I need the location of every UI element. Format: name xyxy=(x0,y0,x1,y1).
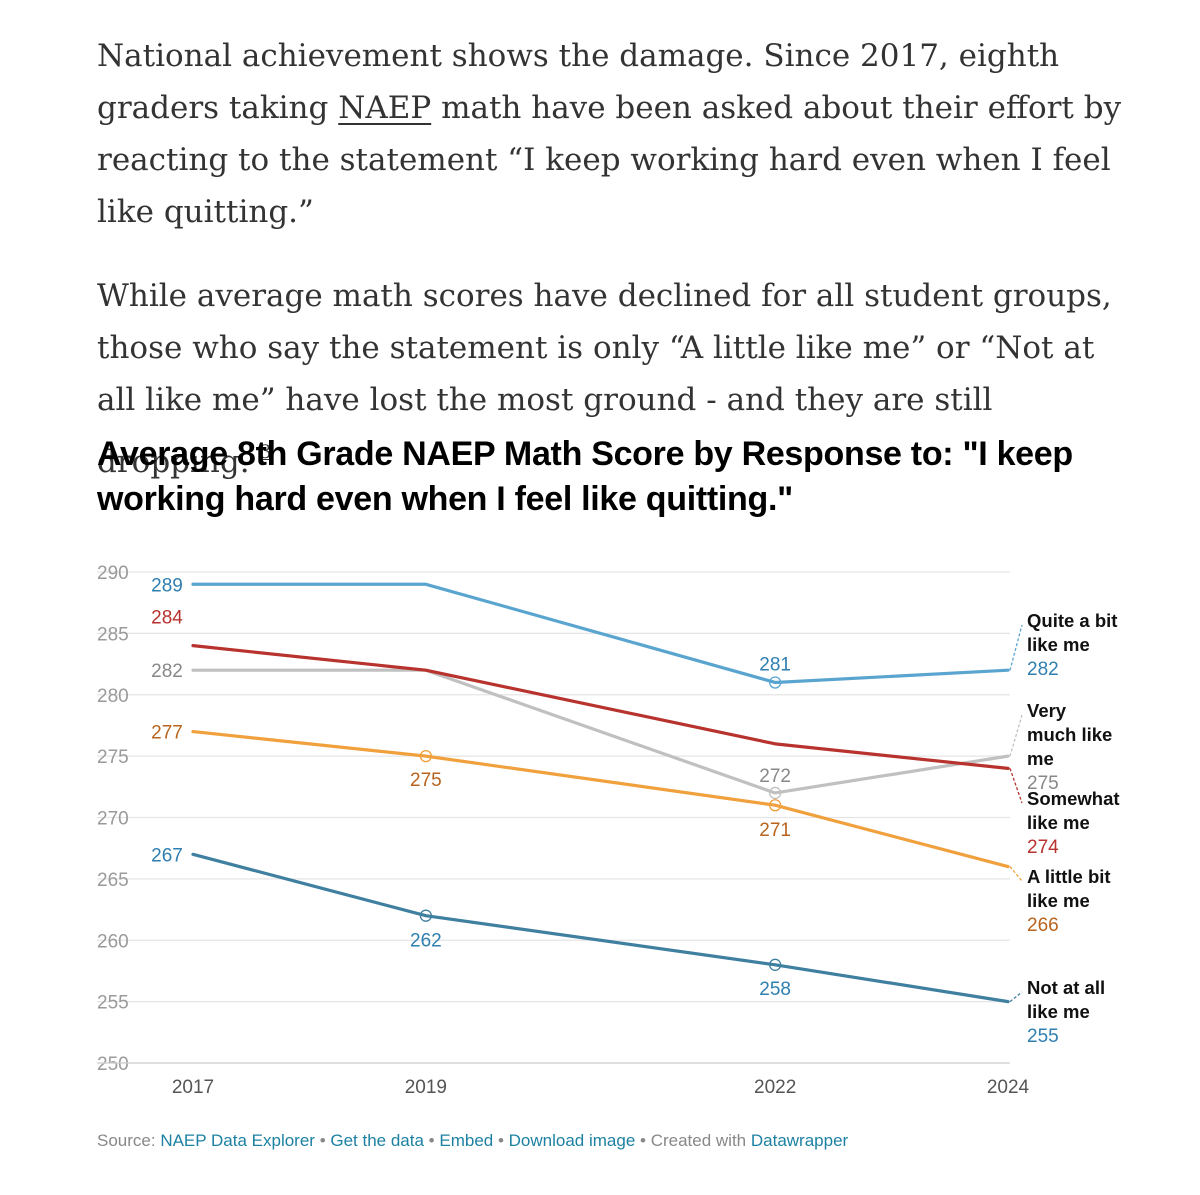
series-name-label: much like xyxy=(1027,724,1112,745)
label-leader-line xyxy=(1009,768,1023,804)
x-tick-label: 2024 xyxy=(987,1077,1030,1098)
series-name-label: Quite a bit xyxy=(1027,610,1117,631)
series-name-label: A little bit xyxy=(1027,866,1111,887)
series-end-value: 282 xyxy=(1027,659,1059,680)
source-link[interactable]: NAEP Data Explorer xyxy=(160,1131,315,1150)
x-tick-label: 2017 xyxy=(172,1077,214,1098)
data-label: 272 xyxy=(759,766,791,787)
series-name-label: like me xyxy=(1027,890,1090,911)
chart-footer: Source: NAEP Data Explorer • Get the dat… xyxy=(97,1131,848,1151)
y-tick-label: 275 xyxy=(97,747,129,768)
series-line-a-little xyxy=(191,729,1010,869)
label-leader-line xyxy=(1009,624,1023,671)
separator: • xyxy=(635,1131,651,1150)
y-tick-label: 290 xyxy=(97,563,129,584)
series-name-label: like me xyxy=(1027,812,1090,833)
series-name-label: like me xyxy=(1027,1001,1090,1022)
series-end-value: 274 xyxy=(1027,837,1059,858)
paragraph-1: National achievement shows the damage. S… xyxy=(97,30,1137,238)
series-name-label: Not at all xyxy=(1027,977,1105,998)
series-line-quite-a-bit xyxy=(191,582,1010,685)
separator: • xyxy=(314,1131,331,1150)
source-label: Source: xyxy=(97,1131,161,1150)
point-marker xyxy=(768,799,782,812)
x-tick-label: 2022 xyxy=(754,1077,796,1098)
get-data-link[interactable]: Get the data xyxy=(330,1131,424,1150)
data-label: 262 xyxy=(410,931,442,952)
data-label: 267 xyxy=(151,845,183,866)
created-with-label: Created with xyxy=(650,1131,751,1150)
point-marker xyxy=(419,749,433,763)
point-marker xyxy=(768,786,782,800)
data-label: 258 xyxy=(759,979,791,1000)
download-image-link[interactable]: Download image xyxy=(508,1131,636,1150)
paragraph-2-text: While average math scores have declined … xyxy=(97,278,1112,480)
chart-title: Average 8th Grade NAEP Math Score by Res… xyxy=(97,435,1073,518)
point-marker xyxy=(419,909,433,922)
footnote-link[interactable]: 3 xyxy=(259,441,272,463)
series-end-value: 266 xyxy=(1027,915,1059,936)
naep-link[interactable]: NAEP xyxy=(338,90,432,126)
label-leader-line xyxy=(1009,866,1023,882)
x-tick-label: 2019 xyxy=(405,1077,447,1098)
y-tick-label: 250 xyxy=(97,1054,129,1075)
y-tick-label: 265 xyxy=(97,870,129,891)
paragraph-1-text-a: National achievement shows the damage. S… xyxy=(97,38,1060,126)
series-name-label: me xyxy=(1027,748,1054,769)
data-label: 275 xyxy=(410,770,442,791)
embed-link[interactable]: Embed xyxy=(439,1131,494,1150)
series-line-very-much xyxy=(191,668,1010,795)
series-name-label: Very xyxy=(1027,700,1067,721)
separator: • xyxy=(423,1131,440,1150)
data-label: 271 xyxy=(759,820,791,841)
label-leader-line xyxy=(1009,714,1023,757)
separator: • xyxy=(493,1131,509,1150)
article-text: National achievement shows the damage. S… xyxy=(97,30,1137,520)
data-label: 284 xyxy=(151,608,183,629)
series-line-not-at-all xyxy=(191,852,1010,1004)
paragraph-1-text-b: math have been asked about their effort … xyxy=(97,90,1122,230)
point-marker xyxy=(768,676,782,689)
y-tick-label: 285 xyxy=(97,624,129,645)
data-label: 277 xyxy=(151,723,183,744)
series-line-somewhat xyxy=(191,644,1010,770)
data-label: 282 xyxy=(151,661,183,682)
y-tick-label: 255 xyxy=(97,993,129,1014)
y-tick-label: 270 xyxy=(97,809,129,830)
series-end-value: 275 xyxy=(1027,773,1059,794)
series-name-label: like me xyxy=(1027,634,1090,655)
series-name-label: Somewhat xyxy=(1027,788,1120,809)
paragraph-2: While average math scores have declined … xyxy=(97,270,1137,488)
line-chart: 250 255 260 265 270 275 280 285 290 2017 2019 2022 2… xyxy=(97,563,1120,1098)
y-tick-label: 260 xyxy=(97,931,129,952)
data-label: 289 xyxy=(151,575,183,596)
y-tick-label: 280 xyxy=(97,686,129,707)
datawrapper-link[interactable]: Datawrapper xyxy=(750,1131,849,1150)
label-leader-line xyxy=(1009,991,1023,1003)
data-label: 281 xyxy=(759,654,791,675)
series-end-value: 255 xyxy=(1027,1026,1059,1047)
point-marker xyxy=(768,958,782,971)
